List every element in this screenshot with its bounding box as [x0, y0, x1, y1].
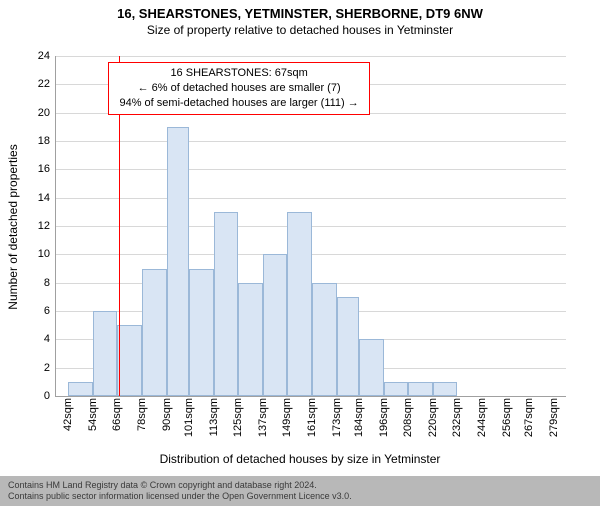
x-tick-label: 267sqm	[529, 350, 541, 400]
x-tick-label: 113sqm	[214, 350, 226, 400]
x-tick-label: 184sqm	[359, 350, 371, 400]
x-tick-label: 42sqm	[68, 350, 80, 400]
y-tick-label: 0	[25, 390, 50, 402]
chart-subtitle: Size of property relative to detached ho…	[0, 23, 600, 37]
info-line-1: 16 SHEARSTONES: 67sqm	[119, 66, 358, 81]
y-tick-label: 2	[25, 362, 50, 374]
x-tick-label: 78sqm	[142, 350, 154, 400]
y-tick-label: 8	[25, 277, 50, 289]
x-tick-label: 244sqm	[482, 350, 494, 400]
gridline	[56, 169, 566, 170]
y-tick-label: 6	[25, 305, 50, 317]
x-tick-label: 125sqm	[238, 350, 250, 400]
footer: Contains HM Land Registry data © Crown c…	[0, 476, 600, 506]
x-tick-label: 173sqm	[337, 350, 349, 400]
x-tick-label: 161sqm	[312, 350, 324, 400]
y-axis-title: Number of detached properties	[6, 57, 20, 397]
x-tick-label: 232sqm	[457, 350, 469, 400]
gridline	[56, 56, 566, 57]
y-tick-label: 22	[25, 78, 50, 90]
gridline	[56, 141, 566, 142]
x-tick-label: 54sqm	[93, 350, 105, 400]
y-tick-label: 18	[25, 135, 50, 147]
y-tick-label: 10	[25, 248, 50, 260]
y-tick-label: 12	[25, 220, 50, 232]
x-tick-label: 220sqm	[433, 350, 445, 400]
x-tick-label: 279sqm	[554, 350, 566, 400]
x-tick-label: 196sqm	[384, 350, 396, 400]
x-tick-label: 90sqm	[167, 350, 179, 400]
y-tick-label: 4	[25, 333, 50, 345]
y-tick-label: 16	[25, 163, 50, 175]
gridline	[56, 198, 566, 199]
y-tick-label: 14	[25, 192, 50, 204]
x-tick-label: 101sqm	[189, 350, 201, 400]
y-tick-label: 20	[25, 107, 50, 119]
footer-line-1: Contains HM Land Registry data © Crown c…	[8, 480, 592, 491]
info-box: 16 SHEARSTONES: 67sqm ← 6% of detached h…	[108, 62, 369, 115]
x-tick-label: 149sqm	[287, 350, 299, 400]
footer-line-2: Contains public sector information licen…	[8, 491, 592, 502]
x-tick-label: 208sqm	[408, 350, 420, 400]
info-line-3: 94% of semi-detached houses are larger (…	[119, 96, 358, 111]
x-tick-label: 256sqm	[507, 350, 519, 400]
info-line-2: ← 6% of detached houses are smaller (7)	[119, 81, 358, 96]
histogram-chart: 02468101214161820222442sqm54sqm66sqm78sq…	[55, 56, 565, 396]
x-tick-label: 137sqm	[263, 350, 275, 400]
x-axis-title: Distribution of detached houses by size …	[0, 452, 600, 466]
chart-title: 16, SHEARSTONES, YETMINSTER, SHERBORNE, …	[0, 6, 600, 21]
y-tick-label: 24	[25, 50, 50, 62]
